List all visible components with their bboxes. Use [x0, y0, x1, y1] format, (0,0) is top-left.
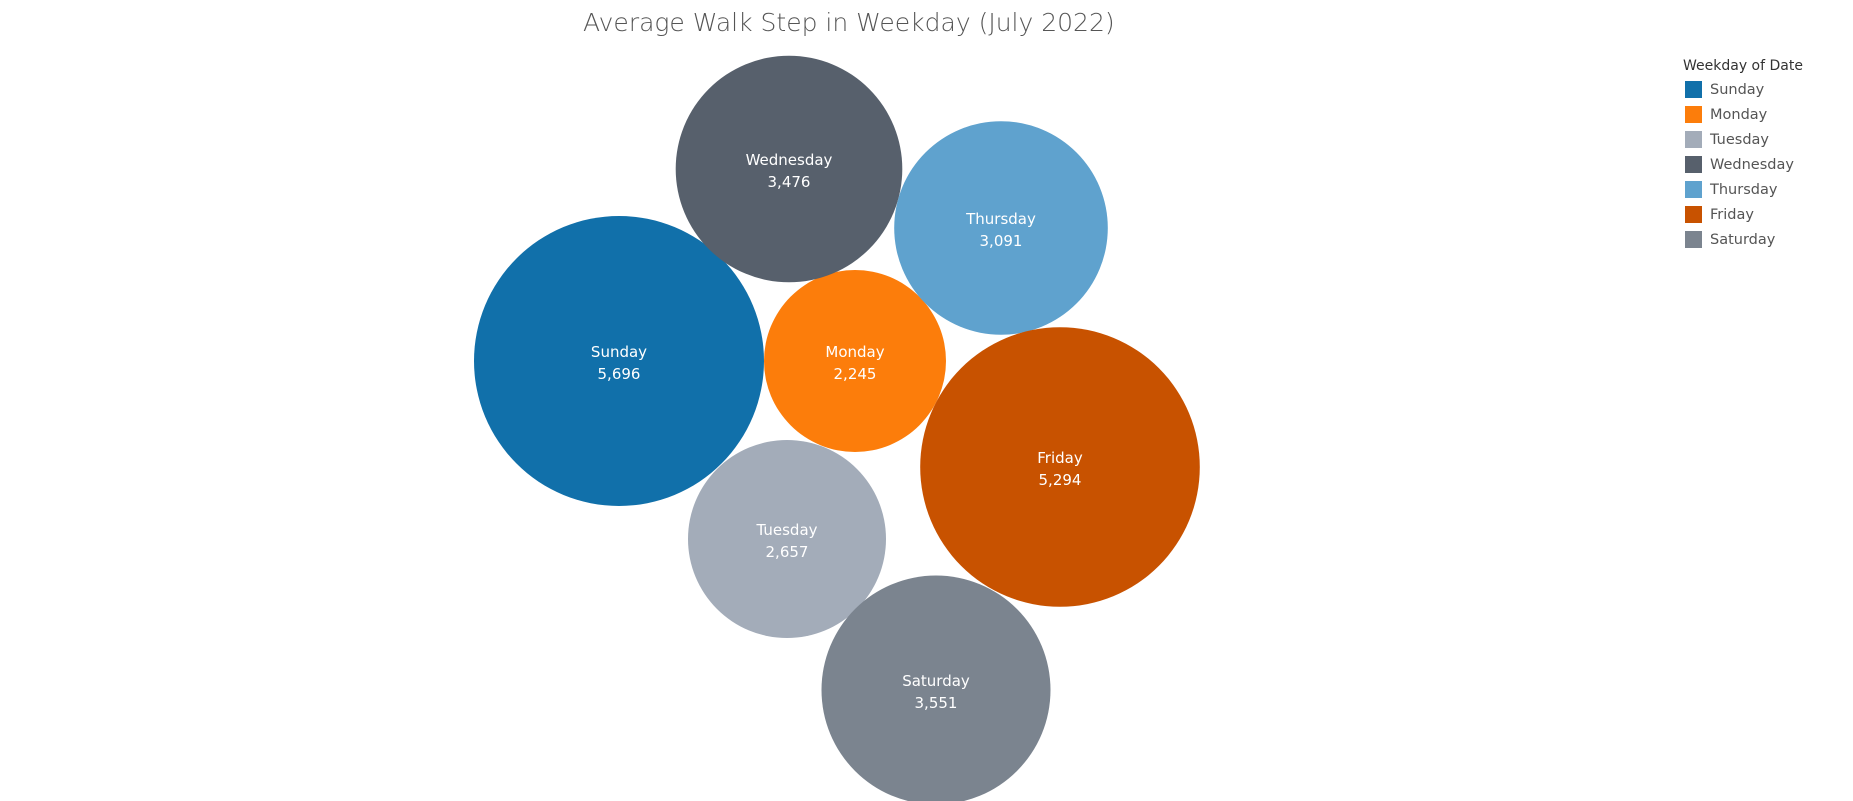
bubble-sunday[interactable]: Sunday 5,696 — [474, 216, 764, 506]
bubble-value-label-monday: 2,245 — [834, 365, 877, 383]
bubble-circle-monday[interactable] — [764, 270, 946, 452]
bubble-name-label-sunday: Sunday — [591, 343, 647, 361]
legend-swatch-monday — [1685, 106, 1702, 123]
legend-swatch-wednesday — [1685, 156, 1702, 173]
bubble-wednesday[interactable]: Wednesday 3,476 — [675, 55, 903, 283]
bubble-value-label-saturday: 3,551 — [915, 694, 958, 712]
bubble-circle-wednesday[interactable] — [675, 55, 903, 283]
legend-label-saturday: Saturday — [1710, 231, 1776, 248]
legend-swatch-friday — [1685, 206, 1702, 223]
bubble-value-label-friday: 5,294 — [1039, 471, 1082, 489]
legend-label-tuesday: Tuesday — [1710, 131, 1769, 148]
legend-label-friday: Friday — [1710, 206, 1754, 223]
bubble-circle-friday[interactable] — [920, 327, 1200, 607]
legend-items: Sunday Monday Tuesday Wednesday Thursday Frid… — [1683, 77, 1843, 252]
bubble-circle-saturday[interactable] — [821, 575, 1051, 801]
bubble-name-label-saturday: Saturday — [902, 672, 970, 690]
legend-label-sunday: Sunday — [1710, 81, 1765, 98]
bubble-name-label-wednesday: Wednesday — [746, 151, 833, 169]
legend-item-sunday[interactable]: Sunday — [1683, 77, 1843, 102]
bubble-saturday[interactable]: Saturday 3,551 — [821, 575, 1051, 801]
legend-label-monday: Monday — [1710, 106, 1768, 123]
bubble-circle-tuesday[interactable] — [688, 440, 886, 638]
bubble-circle-sunday[interactable] — [474, 216, 764, 506]
bubble-friday[interactable]: Friday 5,294 — [920, 327, 1200, 607]
bubble-name-label-thursday: Thursday — [965, 210, 1036, 228]
legend-label-wednesday: Wednesday — [1710, 156, 1794, 173]
legend: Weekday of Date Sunday Monday Tuesday Wedne… — [1683, 58, 1843, 252]
legend-swatch-thursday — [1685, 181, 1702, 198]
bubble-value-label-thursday: 3,091 — [980, 232, 1023, 250]
bubble-name-label-friday: Friday — [1037, 449, 1083, 467]
bubble-value-label-tuesday: 2,657 — [766, 543, 809, 561]
legend-item-friday[interactable]: Friday — [1683, 202, 1843, 227]
legend-swatch-sunday — [1685, 81, 1702, 98]
legend-item-thursday[interactable]: Thursday — [1683, 177, 1843, 202]
bubble-thursday[interactable]: Thursday 3,091 — [894, 121, 1108, 335]
legend-label-thursday: Thursday — [1710, 181, 1778, 198]
bubble-name-label-tuesday: Tuesday — [755, 521, 817, 539]
legend-swatch-tuesday — [1685, 131, 1702, 148]
bubble-circle-thursday[interactable] — [894, 121, 1108, 335]
bubble-value-label-sunday: 5,696 — [598, 365, 641, 383]
bubble-value-label-wednesday: 3,476 — [768, 173, 811, 191]
bubble-tuesday[interactable]: Tuesday 2,657 — [688, 440, 886, 638]
legend-item-monday[interactable]: Monday — [1683, 102, 1843, 127]
bubble-monday[interactable]: Monday 2,245 — [764, 270, 946, 452]
legend-title: Weekday of Date — [1683, 58, 1803, 74]
legend-swatch-saturday — [1685, 231, 1702, 248]
legend-item-saturday[interactable]: Saturday — [1683, 227, 1843, 252]
chart-title: Average Walk Step in Weekday (July 2022) — [583, 8, 1115, 37]
legend-item-wednesday[interactable]: Wednesday — [1683, 152, 1843, 177]
bubble-name-label-monday: Monday — [825, 343, 884, 361]
legend-item-tuesday[interactable]: Tuesday — [1683, 127, 1843, 152]
